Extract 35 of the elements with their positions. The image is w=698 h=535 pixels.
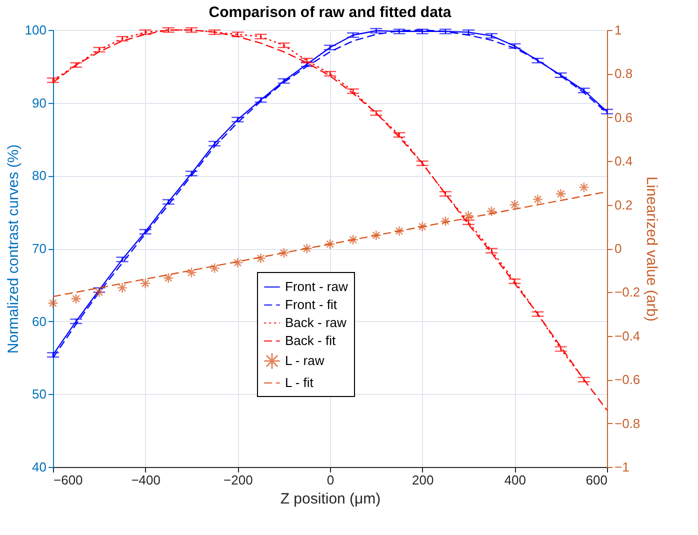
- x-tick-label: −400: [131, 472, 160, 488]
- y2-tick-label: −0.8: [614, 416, 640, 431]
- x-tick-label: −200: [224, 472, 253, 488]
- x-tick-label: 400: [504, 472, 526, 488]
- x-tick-label: 600: [586, 472, 608, 488]
- legend-label: Back - raw: [285, 315, 348, 330]
- legend-label: L - raw: [285, 353, 325, 368]
- y2-tick-label: 0.6: [614, 110, 633, 125]
- x-axis-title: Z position (μm): [280, 490, 381, 508]
- chart-title: Comparison of raw and fitted data: [208, 4, 452, 21]
- y2-tick-label: −1: [614, 460, 630, 474]
- y2-tick-label: 0.8: [614, 66, 633, 82]
- y2-axis-title: Linearized value (arb): [643, 176, 660, 322]
- y-tick-label: 100: [24, 22, 46, 38]
- y-tick-label: 60: [32, 314, 46, 329]
- y-tick-label: 80: [32, 168, 46, 184]
- y-axis-title: Normalized contrast curves (%): [4, 144, 22, 354]
- legend-label: L - fit: [285, 375, 314, 390]
- x-tick-label: −600: [54, 472, 83, 488]
- y2-tick-label: −0.6: [614, 372, 640, 388]
- y-tick-label: 90: [32, 95, 46, 110]
- y2-tick-label: 1: [614, 22, 622, 38]
- y2-tick-label: 0.4: [614, 154, 633, 169]
- legend-label: Front - raw: [285, 279, 348, 294]
- legend-label: Front - fit: [285, 297, 338, 312]
- legend-label: Back - fit: [285, 333, 336, 348]
- y2-tick-label: −0.4: [614, 328, 640, 344]
- y2-tick-label: −0.2: [614, 284, 640, 300]
- y2-tick-label: 0: [614, 241, 622, 256]
- x-tick-label: 200: [412, 472, 434, 488]
- y-tick-label: 40: [32, 460, 46, 474]
- y-tick-label: 50: [32, 386, 46, 402]
- x-tick-label: 0: [326, 472, 334, 488]
- y-tick-label: 70: [32, 241, 46, 256]
- y2-tick-label: 0.2: [614, 197, 633, 212]
